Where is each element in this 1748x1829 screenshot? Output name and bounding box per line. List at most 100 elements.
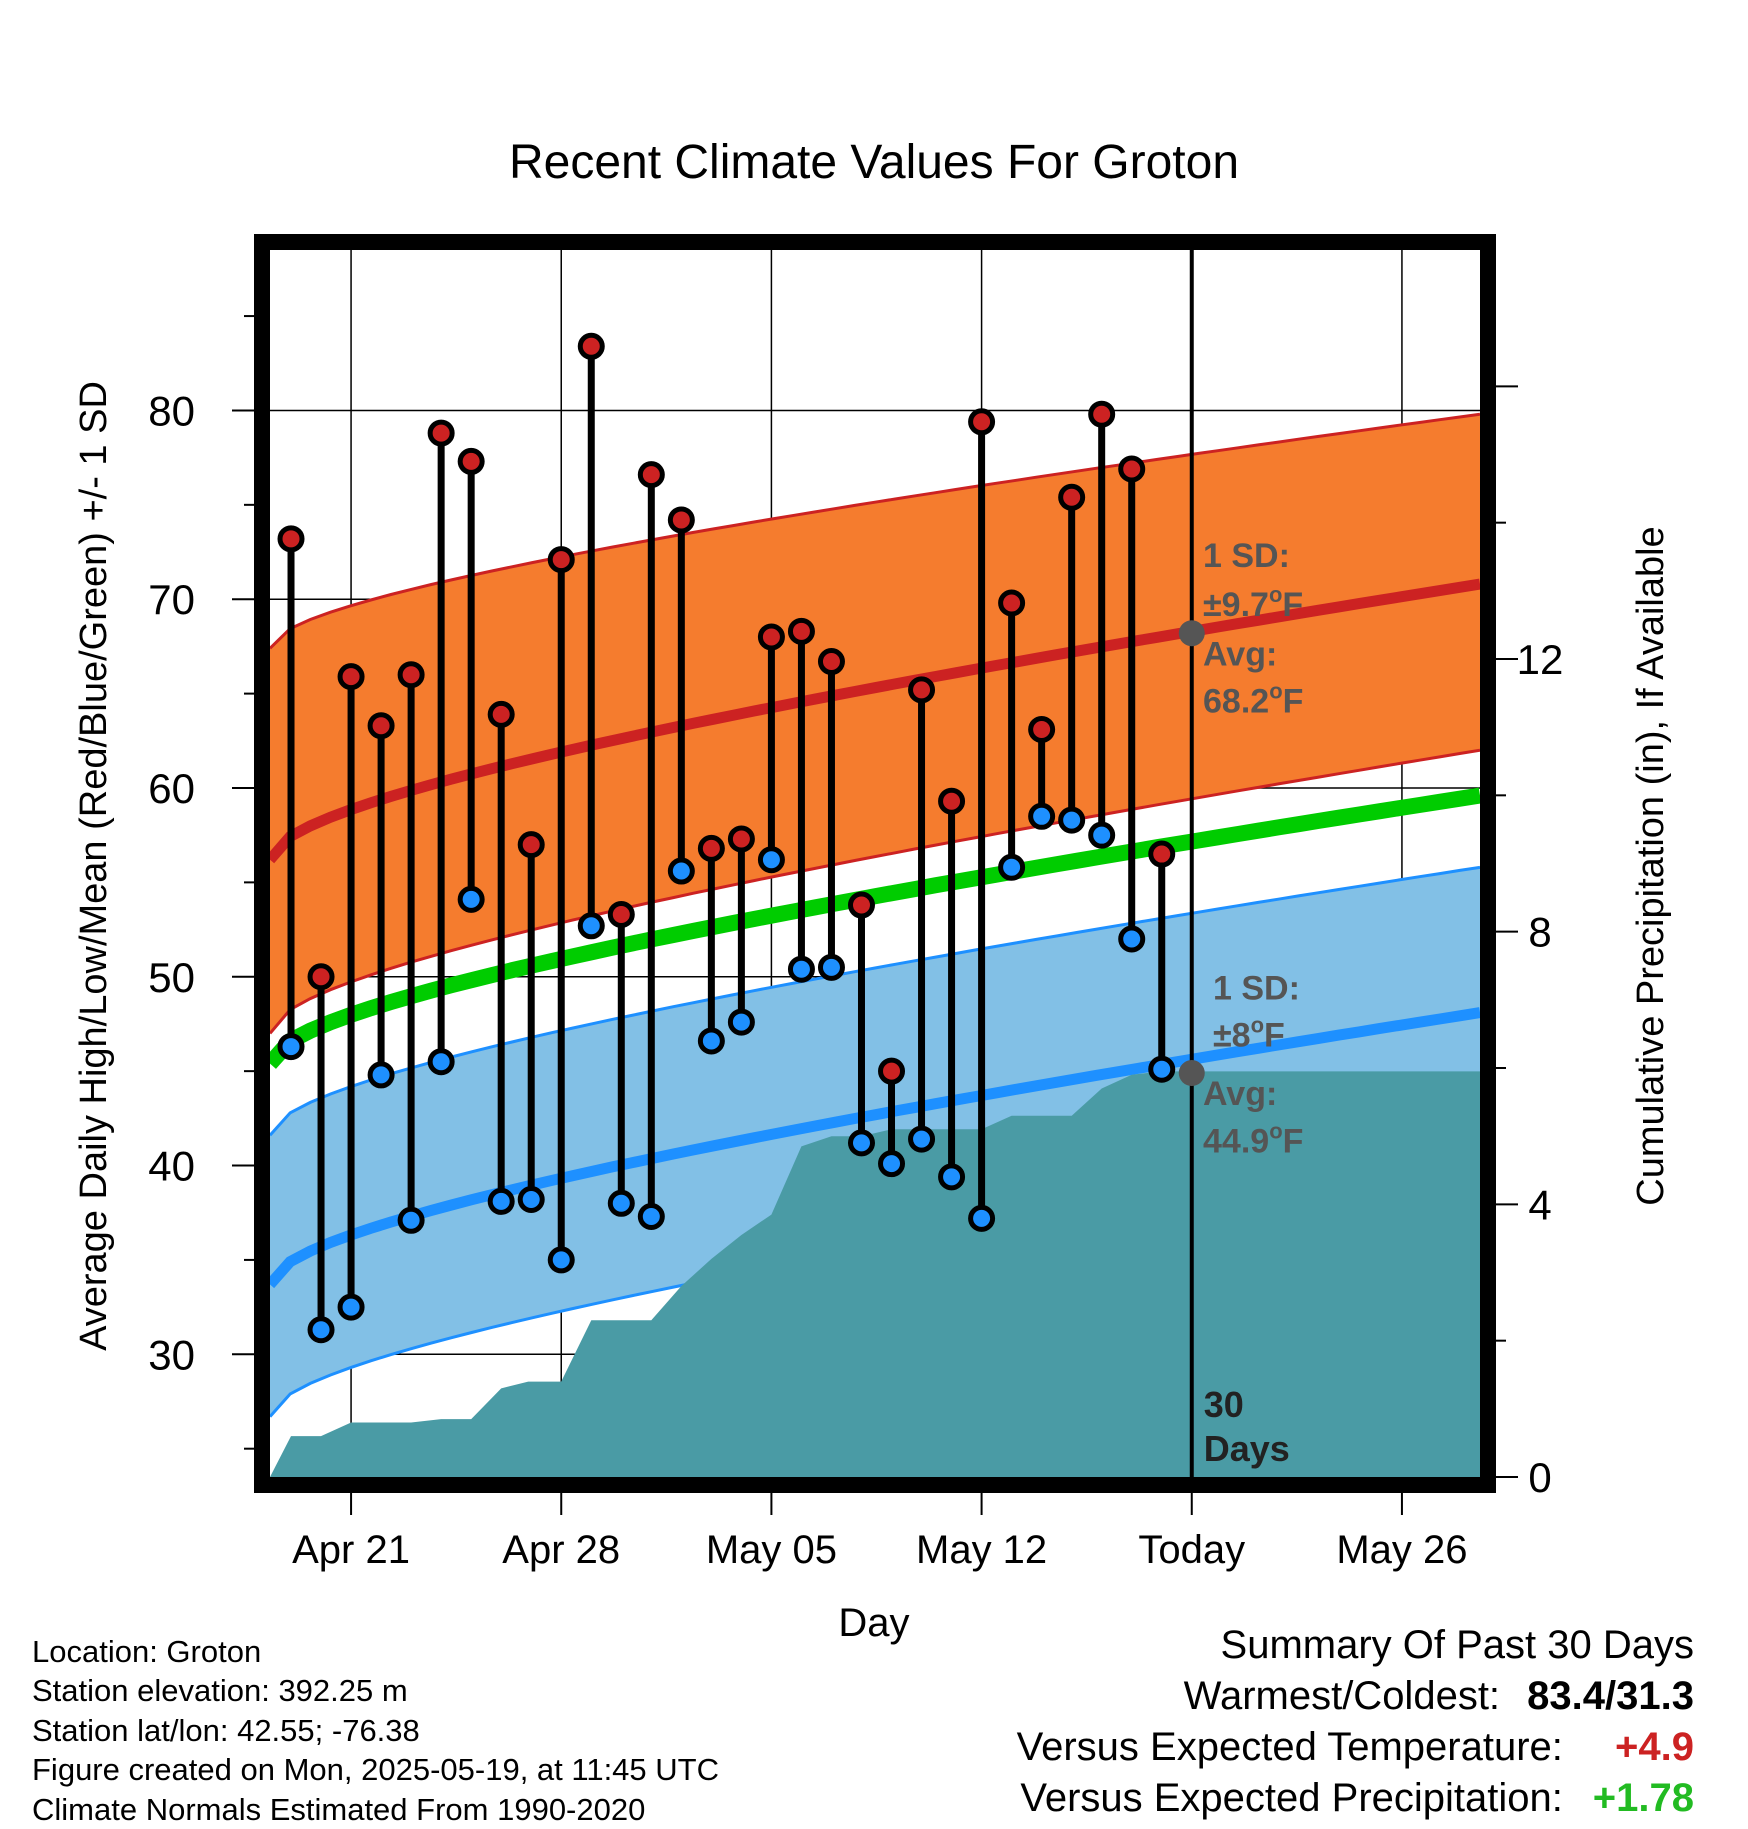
high-sd-value-part: ±9.7 xyxy=(1203,586,1269,624)
y2-axis-label: Cumulative Precipitation (in), If Availa… xyxy=(1630,526,1672,1205)
daily-low-point xyxy=(427,1048,455,1076)
daily-high-point xyxy=(487,700,515,728)
daily-low-point xyxy=(277,1033,305,1061)
y2-tick-label: 4 xyxy=(1528,1181,1551,1228)
daily-high-point xyxy=(637,461,665,489)
mean-normal-line xyxy=(270,787,1480,1069)
daily-low-point xyxy=(367,1061,395,1089)
daily-low-point xyxy=(607,1189,635,1217)
y-axis-label: Average Daily High/Low/Mean (Red/Blue/Gr… xyxy=(73,381,115,1351)
high-avg-value: 68.2oF xyxy=(1203,678,1303,720)
x-tick-label: May 05 xyxy=(706,1528,837,1572)
high-sd-value-part: o xyxy=(1269,582,1282,607)
summary-temp-value: +4.9 xyxy=(1615,1725,1694,1769)
low-sd-value-part: F xyxy=(1264,1017,1285,1055)
summary-precip-value: +1.78 xyxy=(1592,1776,1694,1820)
x-tick-label: May 26 xyxy=(1336,1528,1467,1572)
daily-high-point xyxy=(1028,715,1056,743)
y-tick-label: 60 xyxy=(148,765,195,812)
summary-warmest-value: 83.4/31.3 xyxy=(1527,1674,1694,1718)
info-elevation: Station elevation: 392.25 m xyxy=(32,1673,408,1709)
daily-high-point xyxy=(908,676,936,704)
summary-panel: Summary Of Past 30 Days Warmest/Coldest:… xyxy=(1017,1620,1694,1824)
low-avg-label: Avg: xyxy=(1203,1075,1277,1113)
low-sd-value: ±8oF xyxy=(1213,1013,1285,1055)
daily-high-point xyxy=(517,831,545,859)
daily-high-point xyxy=(1148,840,1176,868)
daily-high-point xyxy=(277,525,305,553)
daily-low-point xyxy=(667,857,695,885)
daily-low-point xyxy=(908,1125,936,1153)
today-low-avg-marker xyxy=(1178,1060,1205,1087)
summary-warmest-label: Warmest/Coldest: xyxy=(1183,1674,1501,1718)
low-sd-label: 1 SD: xyxy=(1213,969,1300,1007)
low-sd-value-part: o xyxy=(1251,1013,1264,1038)
high-sd-band xyxy=(270,414,1480,1034)
summary-row-temp: Versus Expected Temperature: +4.9 xyxy=(1017,1722,1694,1773)
daily-low-point xyxy=(1028,802,1056,830)
daily-high-point xyxy=(697,834,725,862)
daily-high-point xyxy=(547,546,575,574)
info-created: Figure created on Mon, 2025-05-19, at 11… xyxy=(32,1752,719,1788)
daily-low-point xyxy=(1058,806,1086,834)
summary-row-warmest: Warmest/Coldest: 83.4/31.3 xyxy=(1017,1671,1694,1722)
daily-low-point xyxy=(397,1206,425,1234)
daily-high-point xyxy=(757,623,785,651)
daily-low-point xyxy=(1148,1055,1176,1083)
daily-low-point xyxy=(817,953,845,981)
daily-high-point xyxy=(787,617,815,645)
x-tick-label: Today xyxy=(1138,1528,1245,1572)
station-info: Location: Groton Station elevation: 392.… xyxy=(32,1632,719,1829)
daily-high-point xyxy=(307,963,335,991)
high-avg-value-part: 68.2 xyxy=(1203,682,1269,720)
daily-low-point xyxy=(337,1293,365,1321)
high-sd-value-part: F xyxy=(1282,586,1303,624)
high-sd-value: ±9.7oF xyxy=(1203,582,1303,624)
daily-high-point xyxy=(817,648,845,676)
low-avg-value: 44.9oF xyxy=(1203,1118,1303,1160)
low-sd-value-part: ±8 xyxy=(1213,1017,1251,1055)
daily-high-point xyxy=(998,589,1026,617)
summary-precip-label: Versus Expected Precipitation: xyxy=(1020,1776,1563,1820)
high-avg-value-part: o xyxy=(1269,678,1282,703)
daily-low-point xyxy=(757,846,785,874)
daily-high-point xyxy=(1118,455,1146,483)
high-avg-value-part: F xyxy=(1283,682,1304,720)
daily-low-point xyxy=(577,912,605,940)
daily-high-point xyxy=(427,419,455,447)
low-normal-line xyxy=(270,1007,1480,1289)
x-tick-label: Apr 28 xyxy=(502,1528,620,1572)
y-tick-label: 30 xyxy=(148,1331,195,1378)
low-avg-value-part: 44.9 xyxy=(1203,1122,1269,1160)
info-latlon: Station lat/lon: 42.55; -76.38 xyxy=(32,1712,420,1748)
daily-low-point xyxy=(457,885,485,913)
daily-high-point xyxy=(1088,400,1116,428)
daily-high-point xyxy=(667,506,695,534)
y2-tick-label: 8 xyxy=(1528,909,1551,956)
daily-high-point xyxy=(847,891,875,919)
daily-low-point xyxy=(878,1150,906,1178)
high-avg-label-part: Avg: xyxy=(1203,635,1277,673)
daily-high-point xyxy=(727,825,755,853)
daily-low-point xyxy=(787,955,815,983)
daily-low-point xyxy=(697,1027,725,1055)
x-axis-label: Day xyxy=(838,1601,909,1645)
daily-low-point xyxy=(938,1163,966,1191)
daily-low-point xyxy=(727,1008,755,1036)
high-avg-label: Avg: xyxy=(1203,635,1277,673)
low-band-upper-edge xyxy=(270,865,1480,1137)
daily-high-point xyxy=(397,661,425,689)
y-tick-label: 50 xyxy=(148,954,195,1001)
days-count-word: Days xyxy=(1204,1428,1290,1469)
daily-low-point xyxy=(487,1187,515,1215)
x-tick-label: Apr 21 xyxy=(292,1528,410,1572)
plot-frame xyxy=(254,234,1496,1493)
daily-high-point xyxy=(1058,483,1086,511)
daily-low-point xyxy=(1088,821,1116,849)
daily-high-point xyxy=(607,900,635,928)
daily-high-point xyxy=(337,663,365,691)
chart-title: Recent Climate Values For Groton xyxy=(509,136,1239,189)
daily-high-point xyxy=(968,408,996,436)
